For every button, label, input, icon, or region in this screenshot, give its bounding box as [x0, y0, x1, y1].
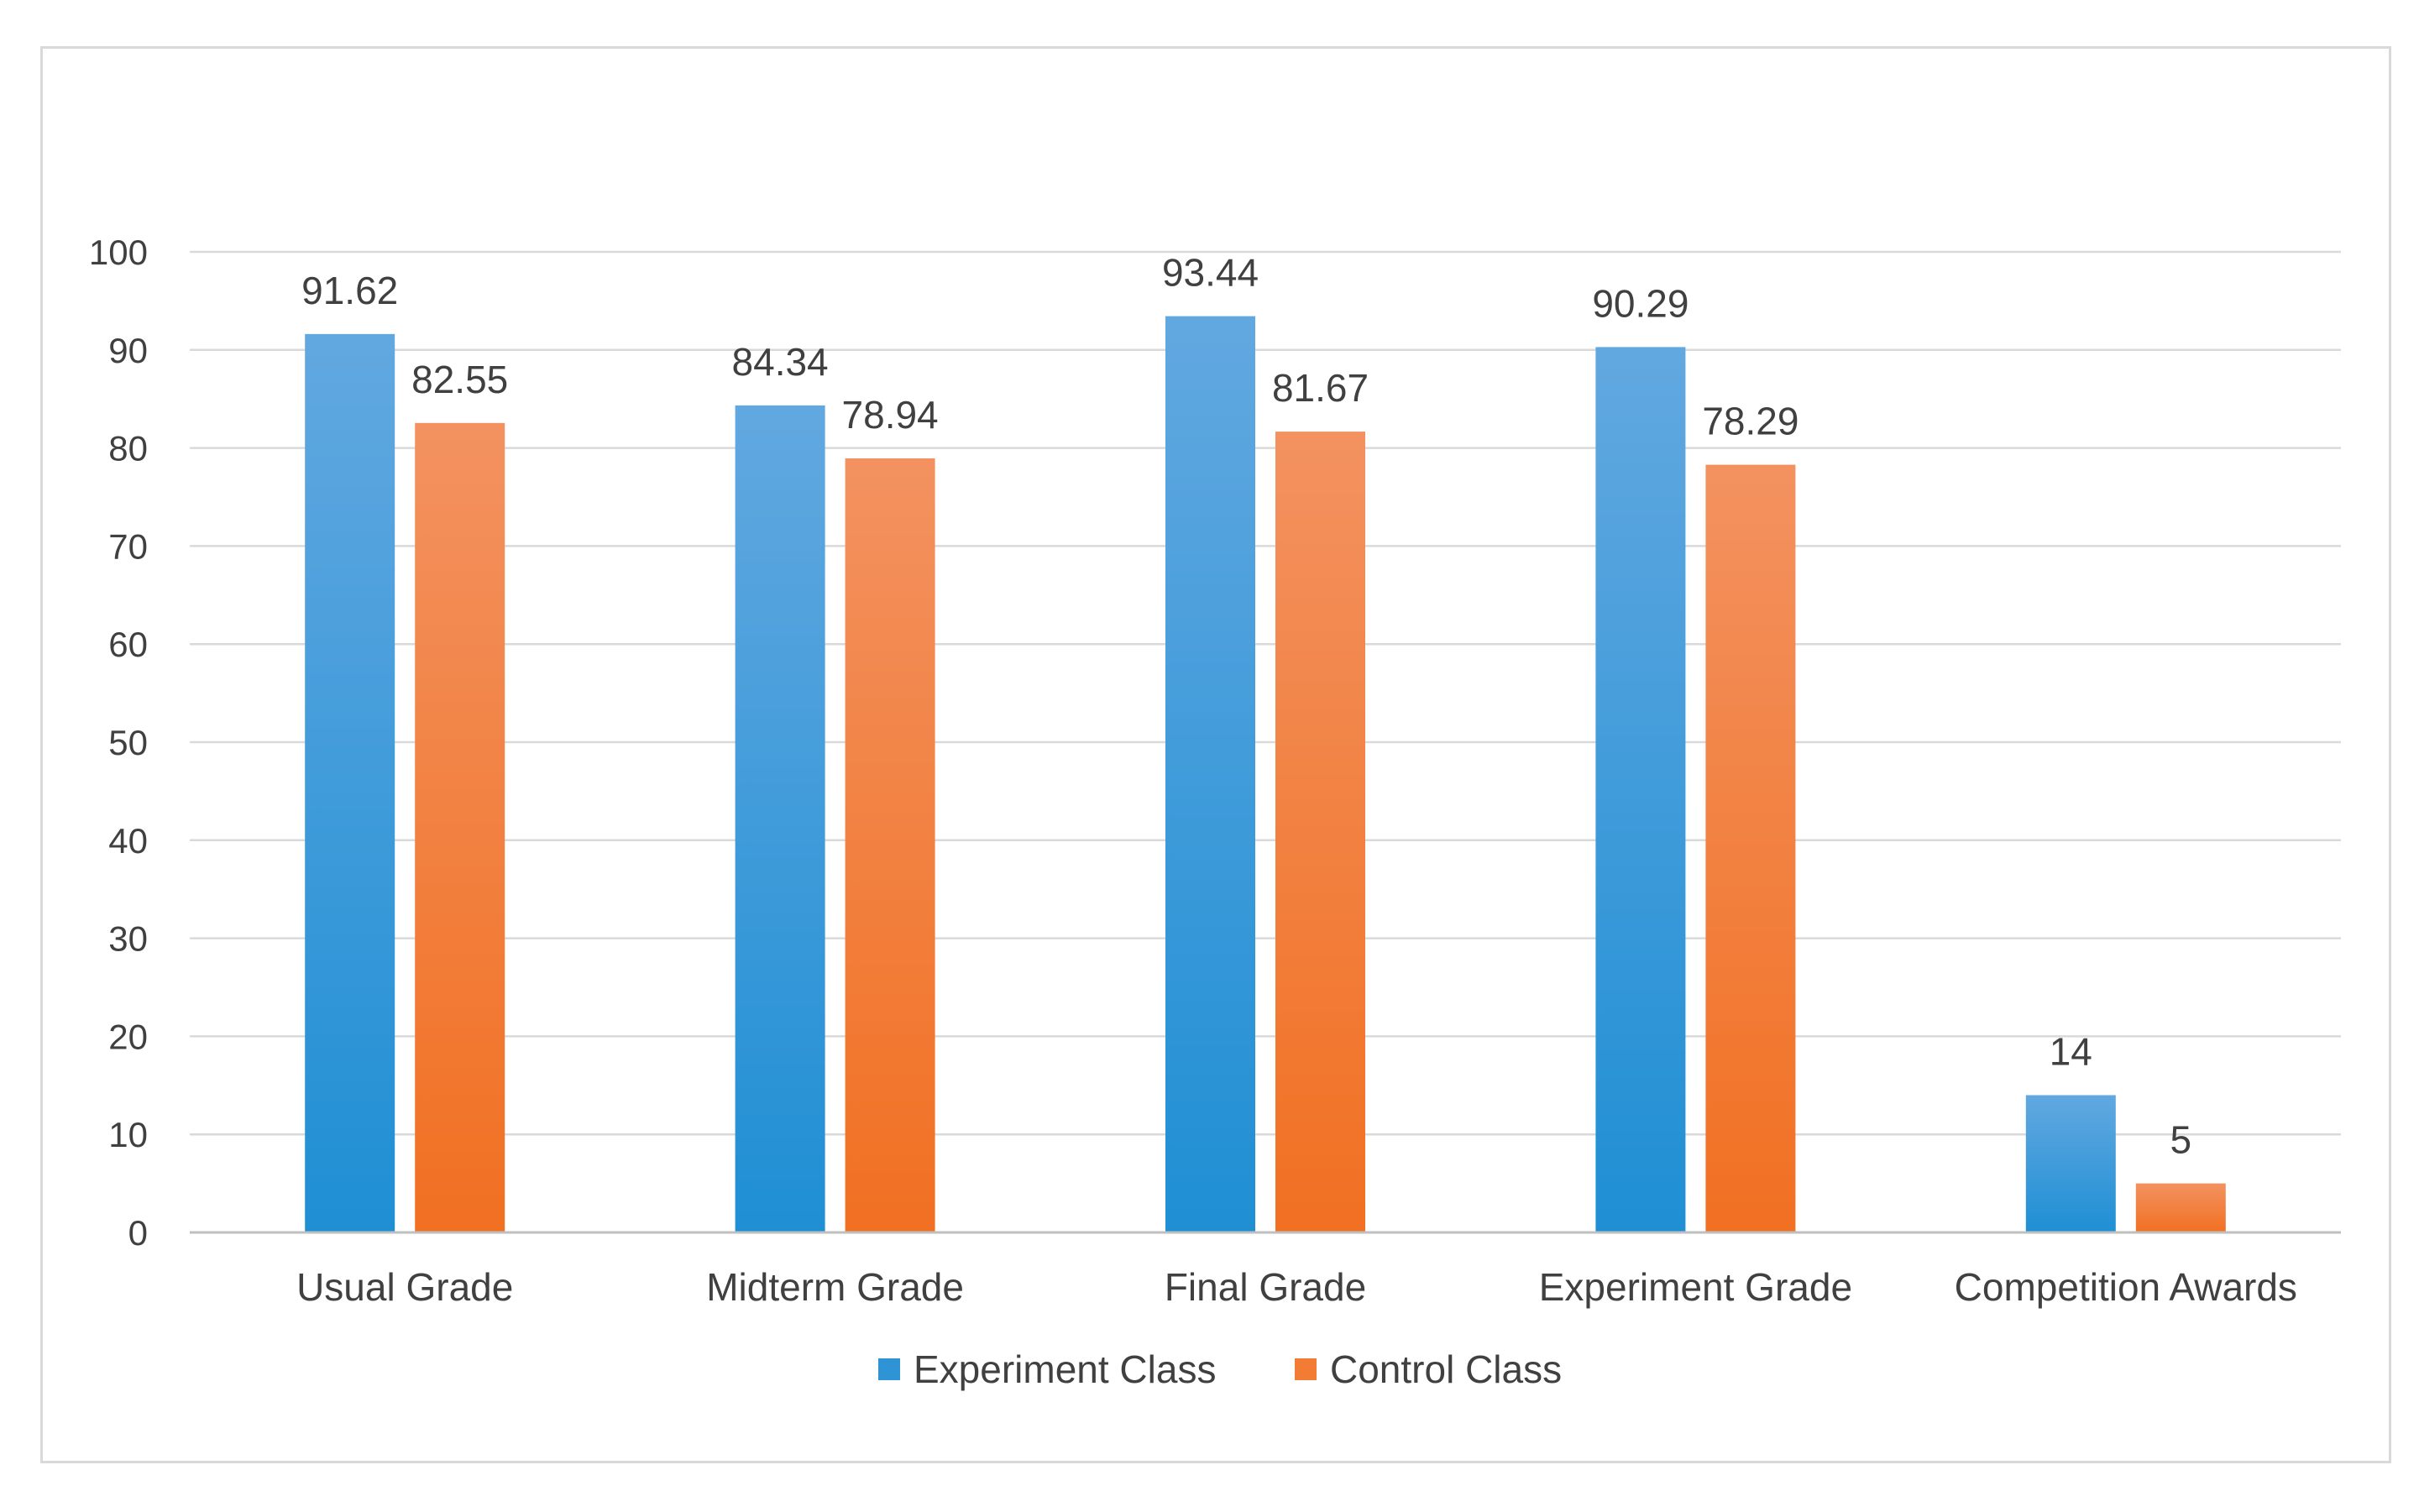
data-label: 5	[2170, 1118, 2192, 1162]
y-tick-label: 30	[108, 919, 148, 959]
data-labels: 91.62 82.55 84.34 78.94 93.44 81.67 90.29 78.29…	[301, 251, 2191, 1162]
category-label: Usual Grade	[296, 1265, 513, 1309]
data-label: 84.34	[732, 340, 829, 384]
bars	[305, 316, 2226, 1232]
data-label: 93.44	[1162, 251, 1259, 295]
y-axis-ticks: 0 10 20 30 40 50 60 70 80 90 100	[89, 233, 148, 1253]
category-label: Experiment Grade	[1539, 1265, 1852, 1309]
legend-label-experiment: Experiment Class	[914, 1347, 1216, 1391]
data-label: 78.29	[1702, 400, 1799, 443]
y-tick-label: 40	[108, 821, 148, 861]
y-tick-label: 0	[128, 1213, 148, 1253]
category-label: Final Grade	[1165, 1265, 1366, 1309]
bar-experiment-0	[305, 333, 395, 1232]
data-label: 82.55	[411, 358, 508, 401]
y-tick-label: 100	[89, 233, 148, 272]
bar-experiment-3	[1595, 347, 1686, 1232]
bar-chart: 0 10 20 30 40 50 60 70 80 90 100 91.62 82.55 84.34 78…	[89, 233, 2341, 1391]
bar-control-3	[1705, 464, 1796, 1232]
data-label: 81.67	[1272, 366, 1369, 410]
legend-label-control: Control Class	[1330, 1347, 1562, 1391]
bar-control-0	[415, 422, 505, 1232]
bar-control-2	[1275, 432, 1365, 1232]
y-tick-label: 70	[108, 526, 148, 566]
data-label: 90.29	[1592, 281, 1689, 325]
data-label: 14	[2050, 1029, 2092, 1073]
chart-frame: 0 10 20 30 40 50 60 70 80 90 100 91.62 82.55 84.34 78…	[40, 46, 2391, 1463]
bar-control-4	[2135, 1183, 2226, 1232]
y-tick-label: 80	[108, 429, 148, 468]
bar-experiment-1	[735, 405, 825, 1232]
y-tick-label: 50	[108, 723, 148, 762]
legend-swatch-control	[1295, 1358, 1317, 1380]
y-tick-label: 90	[108, 331, 148, 370]
data-label: 78.94	[842, 393, 939, 437]
category-labels: Usual Grade Midterm Grade Final Grade Exper…	[296, 1265, 2297, 1309]
category-label: Midterm Grade	[706, 1265, 964, 1309]
bar-control-1	[845, 458, 935, 1232]
gridlines	[190, 250, 2341, 1136]
y-tick-label: 20	[108, 1017, 148, 1056]
bar-experiment-4	[2025, 1095, 2116, 1232]
data-label: 91.62	[301, 269, 398, 312]
category-label: Competition Awards	[1955, 1265, 2297, 1309]
y-tick-label: 10	[108, 1115, 148, 1154]
legend: Experiment Class Control Class	[878, 1347, 1562, 1391]
y-tick-label: 60	[108, 625, 148, 664]
bar-experiment-2	[1165, 316, 1255, 1232]
legend-swatch-experiment	[878, 1358, 900, 1380]
